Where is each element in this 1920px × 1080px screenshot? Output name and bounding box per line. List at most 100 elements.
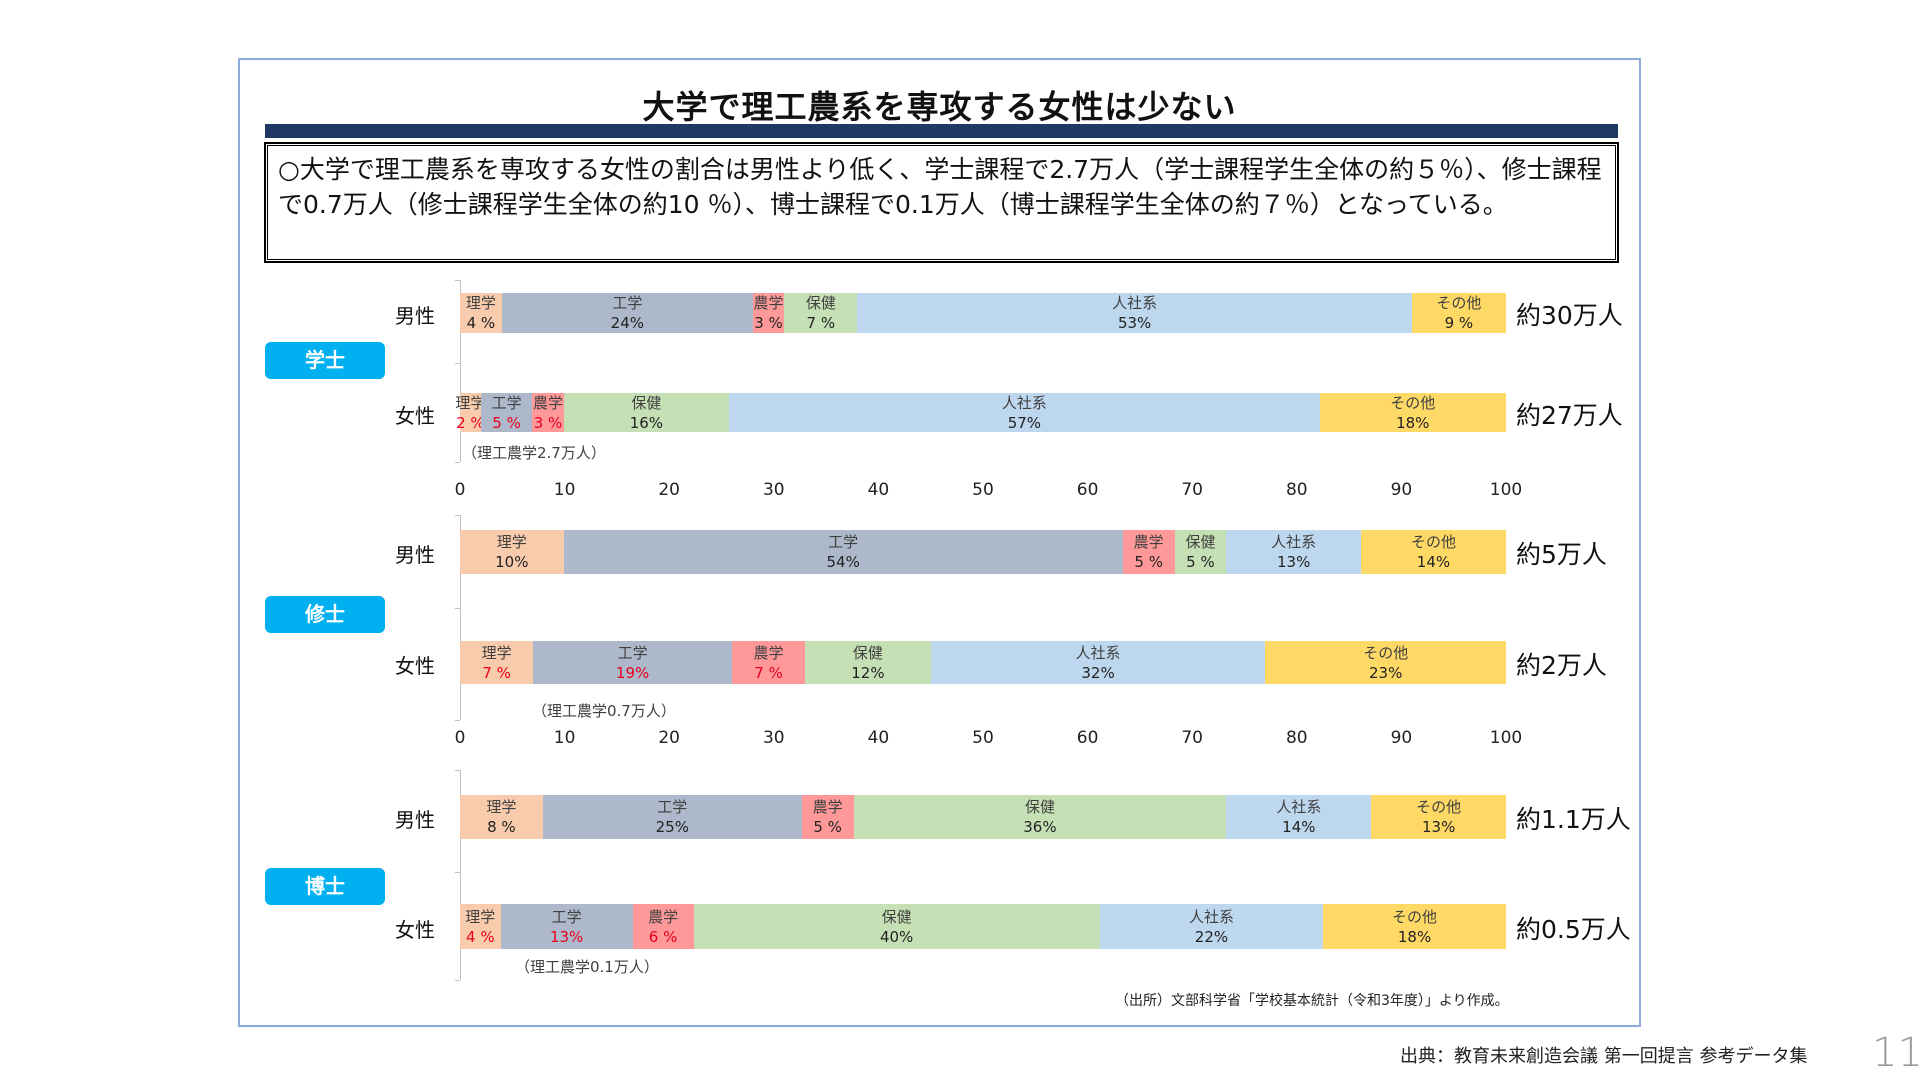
segment-value-label: 14% [1282,818,1316,836]
segment-value-label: 7 % [754,663,783,682]
segment-category-label: 保健 [852,643,883,662]
segment-category-label: 農学 [533,393,564,412]
segment-category-label: 保健 [1024,798,1055,816]
x-tick-label: 30 [762,728,785,748]
segment-value-label: 8 % [487,818,516,836]
female-stem-total-note: （理工農学2.7万人） [462,444,606,462]
y-axis-tick [455,980,460,981]
bar-segment: 人社系 13% [1226,530,1361,574]
row-label: 男性 [395,808,435,832]
stacked-bar: 理学 2 % 工学 5 % 農学 3 % 保健 16% 人社系 57% その他 18% [455,393,1506,432]
segment-category-label: 農学 [1133,533,1164,551]
segment-value-label: 5 % [1186,553,1215,571]
row-label: 女性 [395,917,435,942]
segment-value-label: 13% [549,927,584,946]
group-badge-0: 学士 [265,342,385,379]
segment-category-label: その他 [1416,798,1462,816]
row-total: 約1.1万人 [1516,805,1631,834]
segment-value-label: 4 % [466,314,496,332]
segment-value-label: 22% [1194,927,1229,946]
segment-category-label: 工学 [551,907,582,926]
group-badge-1: 修士 [265,596,385,633]
x-tick-label: 20 [658,728,681,748]
segment-category-label: 人社系 [1276,798,1322,816]
segment-value-label: 19% [615,663,650,682]
bar-segment: 人社系 57% [729,393,1320,432]
x-tick-label: 70 [1181,728,1204,748]
bar-segment: その他 23% [1265,641,1506,684]
y-axis-line [460,280,461,462]
segment-category-label: 人社系 [1001,393,1047,412]
segment-category-label: その他 [1392,907,1438,926]
x-tick-label: 30 [762,480,785,500]
y-axis-tick [455,607,460,609]
x-tick-label: 100 [1489,480,1523,500]
bar-segment: その他 18% [1319,393,1506,432]
bar-segment: 工学 24% [501,293,753,333]
y-axis-tick [455,363,460,364]
row-total: 約2万人 [1516,650,1607,680]
bar-segment: その他 14% [1360,530,1506,574]
bar-segment: 工学 54% [563,530,1123,574]
row-total: 約0.5万人 [1516,914,1631,944]
segment-value-label: 3 % [754,314,783,332]
segment-category-label: 人社系 [1112,294,1158,312]
x-tick-label: 40 [867,480,890,500]
segment-value-label: 54% [826,553,860,571]
bar-segment: 農学 5 % [801,795,854,839]
bar-segment: 保健 40% [693,904,1100,949]
x-tick-label: 60 [1076,728,1099,748]
y-axis-tick [455,515,460,516]
bar-segment: 理学 10% [460,530,564,574]
bar-segment: 理学 4 % [460,904,501,949]
row-label: 女性 [395,403,435,428]
row-total: 約27万人 [1516,400,1623,430]
bar-segment: 保健 12% [805,641,931,684]
x-tick-label: 20 [658,480,681,500]
segment-value-label: 40% [879,927,914,946]
bar-segment: 工学 13% [500,904,633,949]
x-tick-label: 70 [1181,480,1204,500]
segment-category-label: 工学 [491,393,522,412]
x-tick-label: 90 [1390,728,1413,748]
row-label: 男性 [395,304,435,328]
female-stem-total-note: （理工農学0.7万人） [532,702,676,720]
bar-segment: その他 18% [1323,904,1506,949]
bar-segment: 理学 8 % [460,795,543,839]
bar-segment: 人社系 22% [1099,904,1324,949]
segment-value-label: 14% [1416,553,1451,571]
bar-segment: 保健 5 % [1174,530,1227,574]
bar-segment: 保健 36% [853,795,1227,839]
segment-category-label: 保健 [805,294,836,312]
x-tick-label: 90 [1390,480,1413,500]
segment-value-label: 53% [1117,314,1152,332]
segment-value-label: 24% [610,314,645,332]
bar-segment: 農学 3 % [532,393,564,432]
x-tick-label: 0 [454,728,466,748]
y-axis-tick [455,770,460,771]
segment-value-label: 5 % [1134,553,1163,571]
segment-category-label: 保健 [1185,533,1216,551]
segment-category-label: 人社系 [1075,643,1121,662]
segment-value-label: 25% [655,818,689,836]
row-label: 男性 [395,543,435,567]
segment-category-label: 農学 [812,798,843,816]
segment-value-label: 12% [851,663,885,682]
stacked-bar: 理学 8 % 工学 25% 農学 5 % 保健 36% 人社系 14% その他 13% [460,795,1506,839]
y-axis-tick [455,871,460,873]
bar-segment: 理学 4 % [460,293,502,333]
segment-category-label: その他 [1436,294,1482,312]
segment-value-label: 36% [1023,818,1057,836]
segment-value-label: 16% [629,413,664,432]
segment-value-label: 7 % [806,314,836,332]
x-tick-label: 10 [553,480,576,500]
segment-category-label: 理学 [465,294,496,312]
segment-category-label: 理学 [486,798,517,816]
segment-category-label: 人社系 [1188,907,1234,926]
stacked-bar: 理学 10% 工学 54% 農学 5 % 保健 5 % 人社系 13% その他 14% [460,530,1506,574]
x-tick-label: 80 [1285,728,1308,748]
segment-value-label: 10% [495,553,529,571]
segment-category-label: 理学 [465,907,496,926]
bar-segment: 農学 3 % [752,293,785,333]
bar-segment: その他 13% [1371,795,1506,839]
